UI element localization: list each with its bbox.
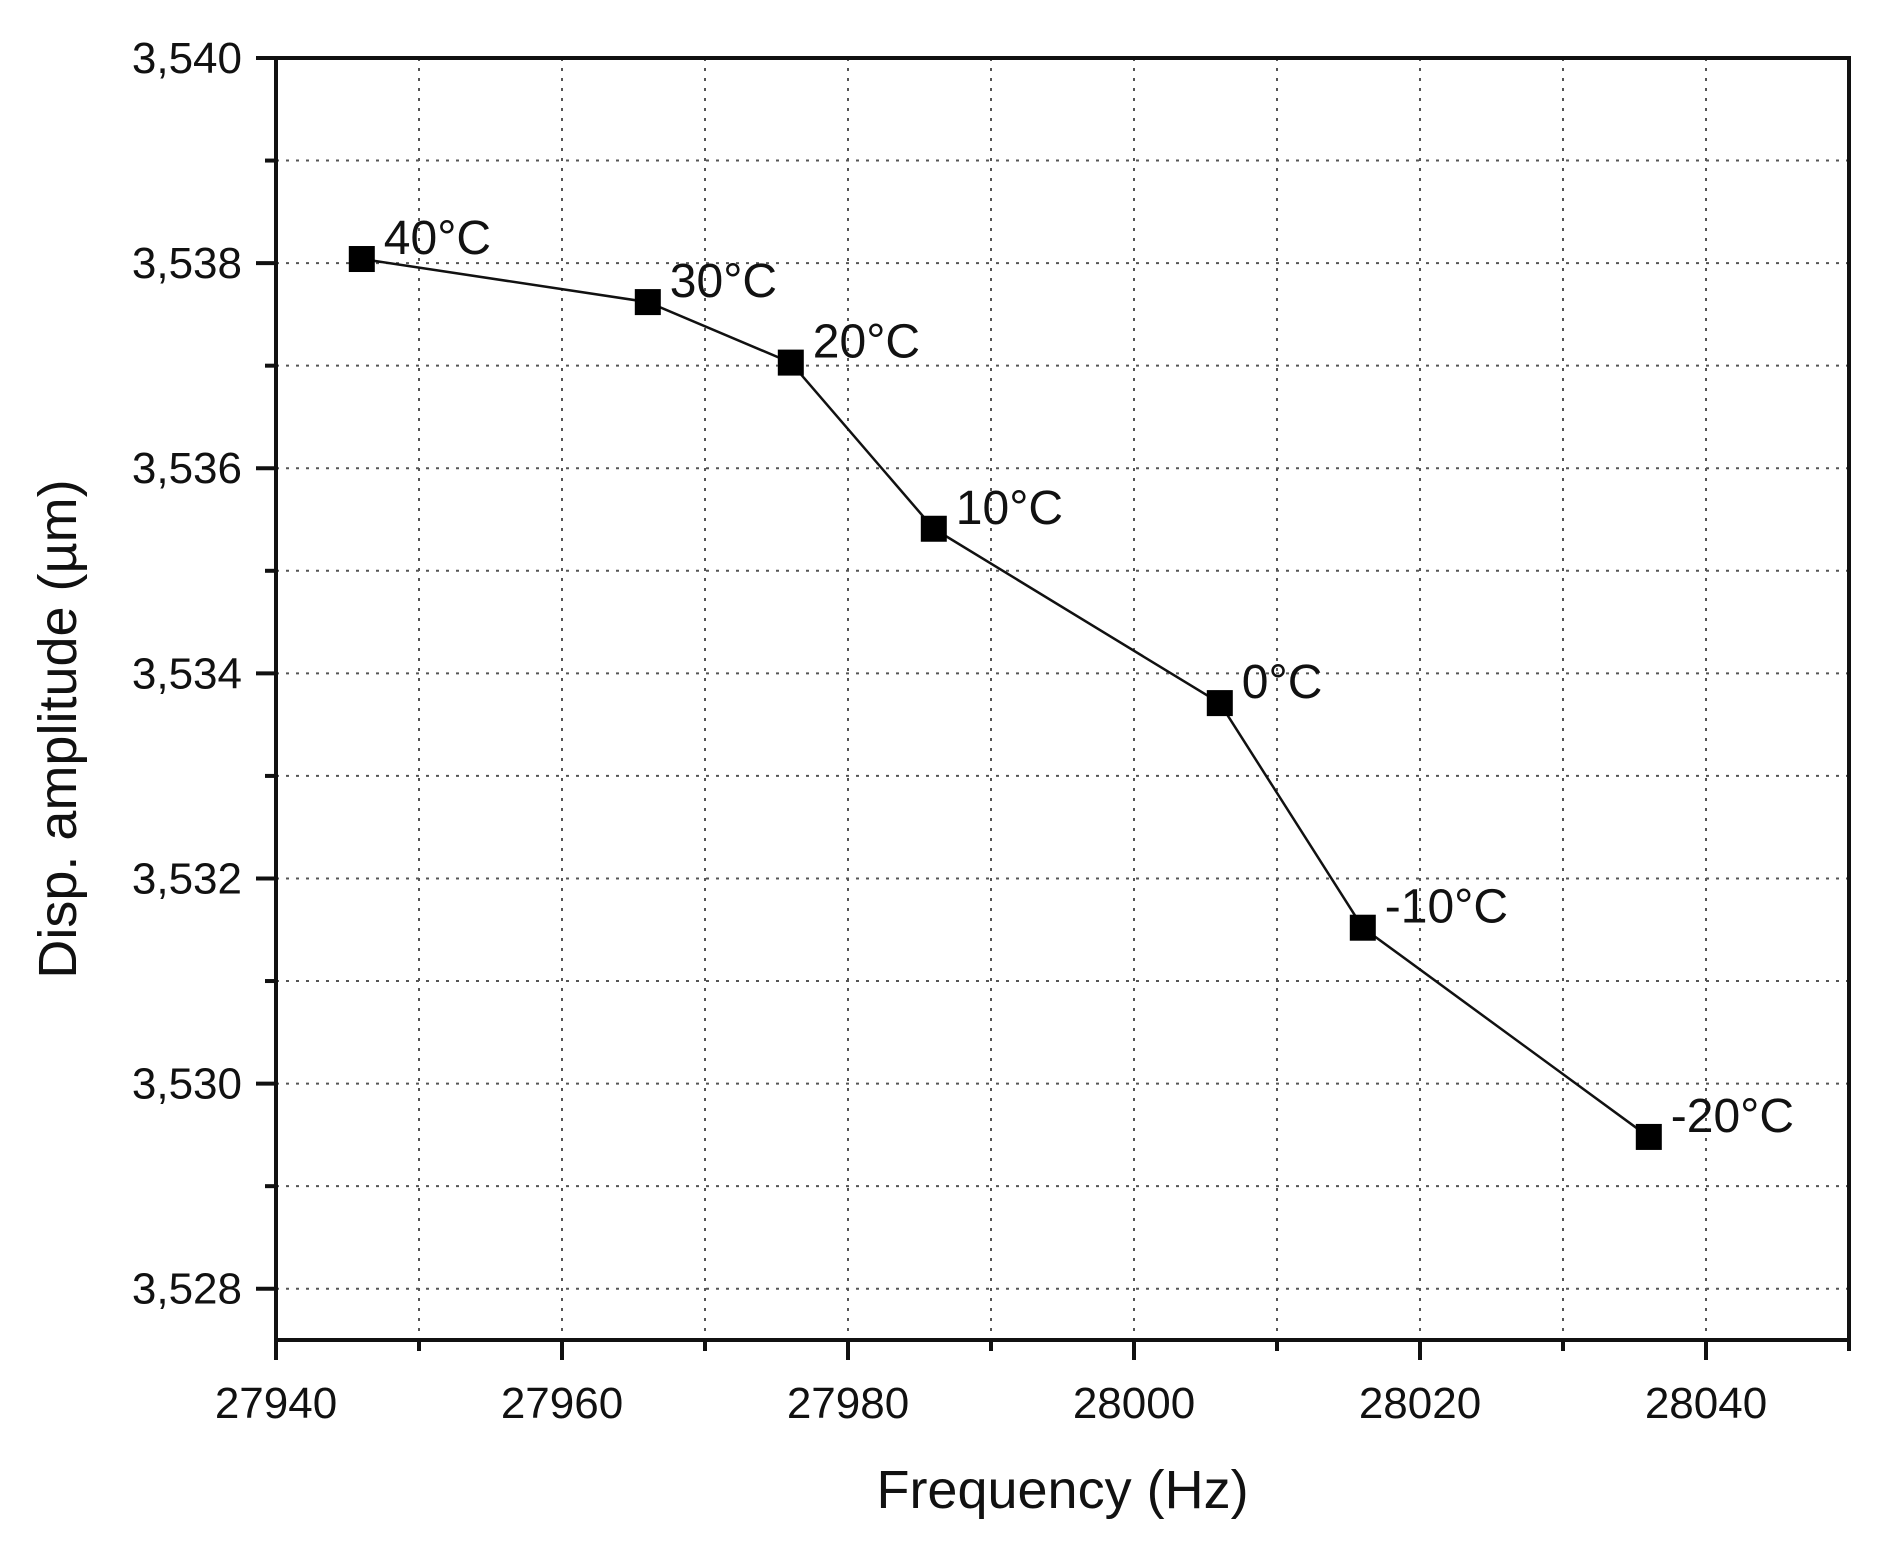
x-axis-title: Frequency (Hz) (876, 1460, 1248, 1520)
series-line (361, 257, 1650, 1138)
data-point-marker (348, 246, 375, 273)
axis-ticks (256, 56, 1708, 1360)
minor-ticks (265, 158, 1851, 1351)
y-axis-title: Disp. amplitude (µm) (28, 479, 88, 978)
data-point-label: 40°C (384, 212, 491, 265)
y-tick-label: 3,528 (132, 1265, 242, 1314)
data-point-label: 0°C (1242, 656, 1323, 709)
data-point-marker (920, 515, 947, 542)
y-tick-label: 3,540 (132, 34, 242, 83)
data-point-marker (1206, 690, 1233, 717)
y-tick-label: 3,538 (132, 239, 242, 288)
x-tick-label: 27960 (501, 1379, 623, 1428)
data-series (348, 246, 1662, 1150)
x-tick-label: 27940 (215, 1379, 337, 1428)
y-tick-label: 3,534 (132, 649, 242, 698)
x-tick-label: 28000 (1073, 1379, 1195, 1428)
data-point-label: 30°C (670, 255, 777, 308)
y-tick-labels: 3,528 3,530 3,532 3,534 3,536 3,538 3,540 (132, 34, 242, 1314)
x-tick-label: 28040 (1645, 1379, 1767, 1428)
data-point-label: 20°C (813, 316, 920, 369)
y-tick-label: 3,530 (132, 1060, 242, 1109)
data-point-label: -20°C (1671, 1090, 1794, 1143)
x-tick-label: 27980 (787, 1379, 909, 1428)
y-tick-label: 3,536 (132, 444, 242, 493)
grid (276, 58, 1849, 1340)
data-point-label: -10°C (1385, 881, 1508, 934)
plot-frame (274, 56, 1851, 1342)
y-tick-label: 3,532 (132, 854, 242, 903)
x-tick-label: 28020 (1359, 1379, 1481, 1428)
data-point-marker (1635, 1123, 1662, 1150)
point-labels: 40°C 30°C 20°C 10°C 0°C -10°C -20°C (384, 212, 1794, 1143)
data-point-marker (777, 349, 804, 376)
x-tick-labels: 27940 27960 27980 28000 28020 28040 (215, 1379, 1767, 1428)
data-point-label: 10°C (956, 482, 1063, 535)
data-point-marker (634, 289, 661, 316)
data-point-marker (1349, 914, 1376, 941)
